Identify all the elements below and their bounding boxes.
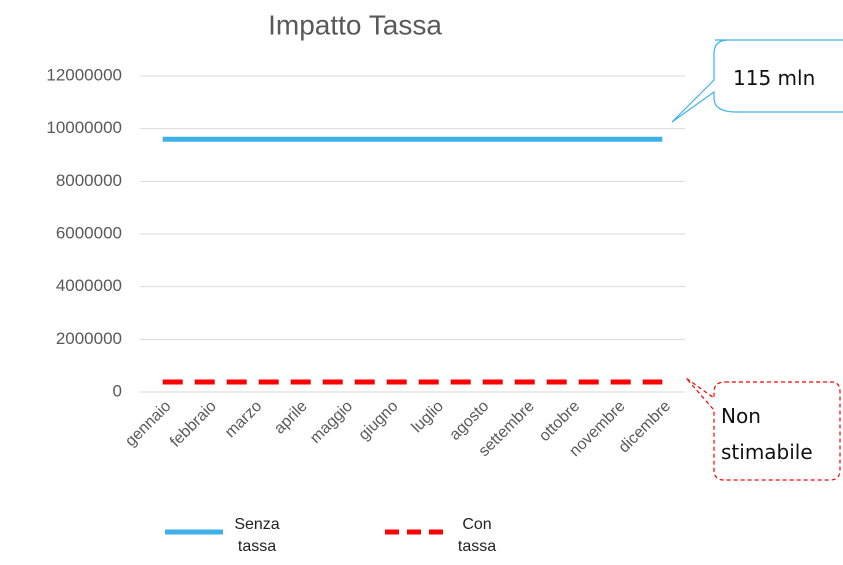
x-tick-label: giugno bbox=[356, 398, 402, 444]
x-tick-label: luglio bbox=[409, 398, 448, 437]
x-tick-label: gennaio bbox=[122, 398, 174, 450]
x-tick-label: febbraio bbox=[167, 398, 220, 451]
x-tick-label: maggio bbox=[307, 398, 356, 447]
y-tick-label: 12000000 bbox=[46, 65, 122, 84]
y-tick-label: 2000000 bbox=[56, 329, 122, 348]
legend-label: Con tassa bbox=[457, 516, 497, 555]
annotation: 115 mln bbox=[733, 66, 816, 90]
legend-label: Senza tassa bbox=[234, 516, 280, 555]
y-tick-label: 4000000 bbox=[56, 276, 122, 295]
callout-box bbox=[671, 39, 843, 123]
y-tick-label: 8000000 bbox=[56, 171, 122, 190]
y-tick-label: 6000000 bbox=[56, 223, 122, 242]
x-tick-label: marzo bbox=[222, 398, 266, 442]
y-tick-label: 0 bbox=[113, 381, 122, 400]
x-tick-label: aprile bbox=[271, 398, 311, 438]
callout-box bbox=[685, 377, 841, 481]
annotation: Non stimabile bbox=[721, 404, 813, 464]
y-tick-label: 10000000 bbox=[46, 118, 122, 137]
chart-title: Impatto Tassa bbox=[268, 9, 442, 40]
